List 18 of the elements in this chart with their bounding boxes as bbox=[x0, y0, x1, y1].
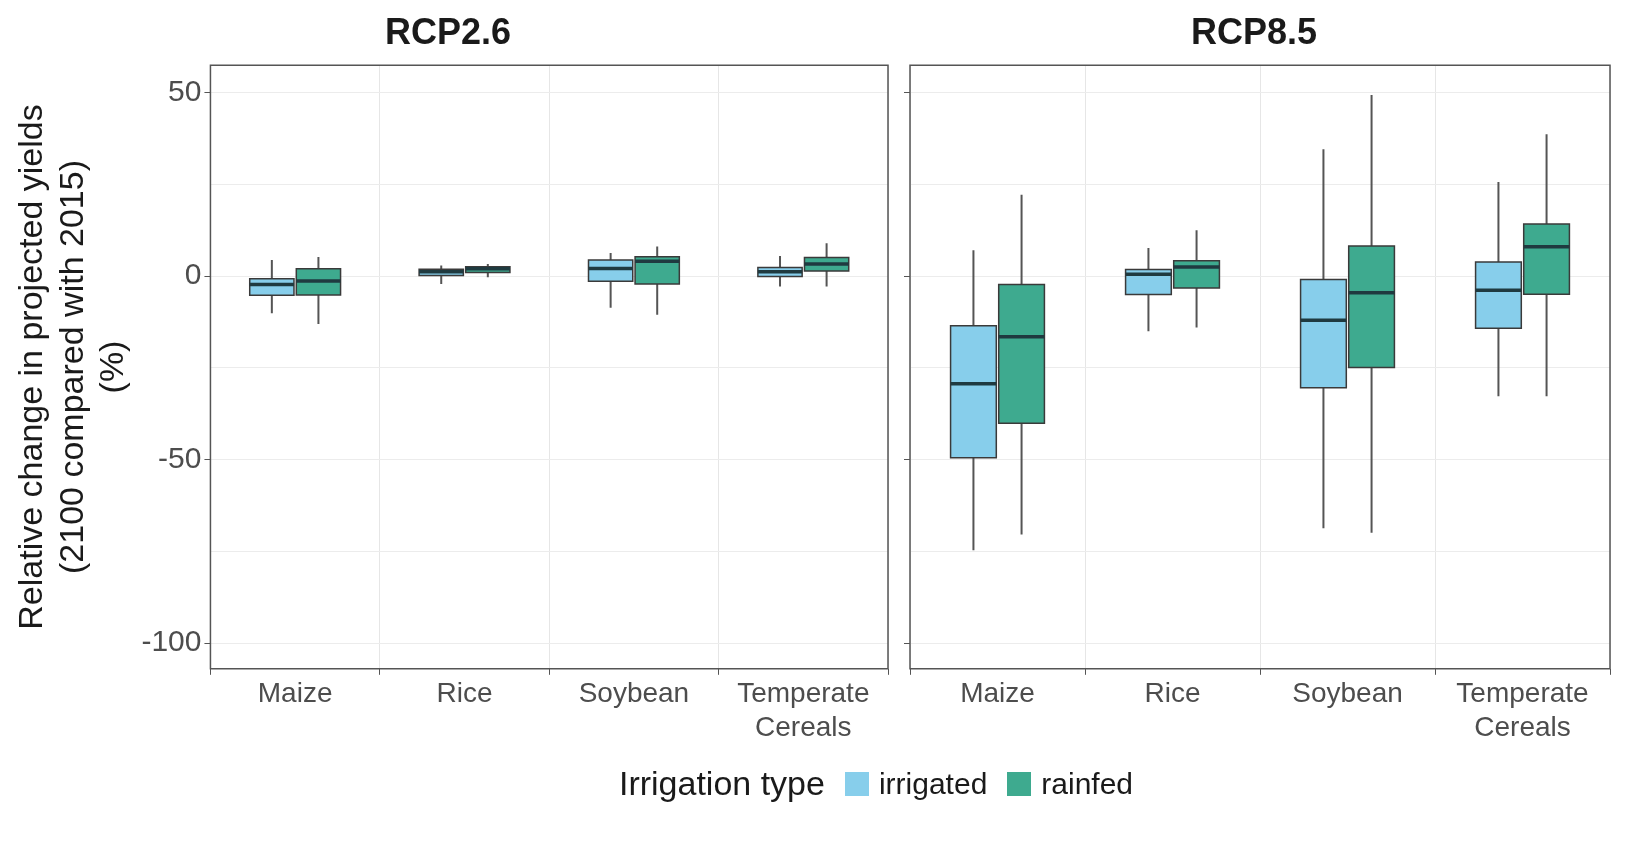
x-tick-label: Temperate Cereals bbox=[1456, 677, 1589, 742]
chart-title: RCP8.5 bbox=[1190, 10, 1318, 52]
y-tick-label: 50 bbox=[168, 73, 202, 107]
y-tick-label: -100 bbox=[141, 624, 202, 658]
y-axis-title: Relative change in projected yields (2100 compared with 2015) (%) bbox=[10, 104, 131, 630]
y-tick-label: 0 bbox=[184, 257, 202, 291]
y-tick-label: -50 bbox=[158, 440, 202, 474]
x-tick-label: Soybean bbox=[578, 677, 690, 709]
x-tick-label: Maize bbox=[960, 677, 1035, 709]
x-tick-label: Soybean bbox=[1292, 677, 1403, 709]
legend-title: Irrigation type bbox=[618, 764, 825, 803]
x-tick-label: Maize bbox=[257, 677, 333, 709]
x-tick-label: Rice bbox=[1144, 677, 1201, 709]
chart-title: RCP2.6 bbox=[384, 10, 512, 52]
legend-label: rainfed bbox=[1041, 766, 1134, 801]
x-tick-label: Rice bbox=[436, 677, 493, 709]
x-tick-label: Temperate Cereals bbox=[737, 677, 870, 742]
legend-label: irrigated bbox=[878, 766, 988, 801]
